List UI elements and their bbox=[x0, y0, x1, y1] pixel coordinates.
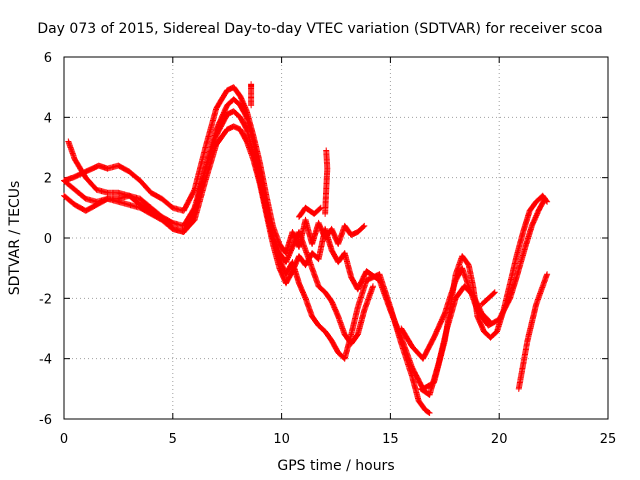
tick-labels: 0 5 10 15 20 25 -6 -4 -2 0 2 4 6 bbox=[39, 51, 616, 447]
ticks bbox=[63, 56, 609, 420]
x-tick-label: 25 bbox=[600, 432, 617, 447]
y-tick-label: 0 bbox=[44, 232, 52, 247]
series-track-h bbox=[515, 271, 551, 392]
chart-title: Day 073 of 2015, Sidereal Day-to-day VTE… bbox=[37, 21, 602, 37]
y-tick-label: -4 bbox=[39, 353, 52, 368]
series-markers bbox=[417, 283, 494, 398]
y-axis-label: SDTVAR / TECUs bbox=[7, 181, 23, 296]
y-tick-label: -6 bbox=[39, 413, 52, 428]
series-track-g bbox=[478, 289, 498, 308]
x-axis-label: GPS time / hours bbox=[277, 458, 394, 474]
series-spike-b bbox=[322, 147, 331, 217]
series-markers bbox=[61, 84, 368, 257]
x-tick-label: 0 bbox=[60, 432, 68, 447]
y-tick-label: 2 bbox=[44, 172, 52, 187]
series-markers bbox=[322, 147, 331, 217]
series-markers bbox=[296, 204, 324, 220]
y-tick-label: 4 bbox=[44, 111, 52, 126]
x-tick-label: 15 bbox=[382, 432, 399, 447]
x-tick-label: 20 bbox=[491, 432, 508, 447]
series-markers bbox=[478, 289, 498, 308]
series-track-f bbox=[417, 283, 494, 398]
x-tick-label: 5 bbox=[169, 432, 177, 447]
x-tick-label: 10 bbox=[273, 432, 290, 447]
series-spike-a bbox=[248, 81, 255, 109]
series bbox=[61, 81, 551, 416]
series-track-a bbox=[61, 84, 368, 257]
series-markers bbox=[515, 271, 551, 392]
series-markers bbox=[248, 81, 255, 109]
y-tick-label: -2 bbox=[39, 292, 52, 307]
y-tick-label: 6 bbox=[44, 51, 52, 66]
series-spike-c bbox=[296, 204, 324, 220]
